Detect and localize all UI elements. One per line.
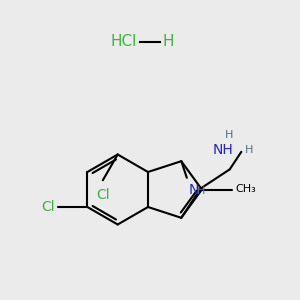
Text: N: N [189, 183, 199, 197]
Text: H: H [162, 34, 173, 50]
Text: H: H [197, 186, 205, 196]
Text: NH: NH [213, 143, 233, 157]
Text: H: H [245, 145, 254, 155]
Text: HCl: HCl [110, 34, 136, 50]
Text: Cl: Cl [96, 188, 110, 202]
Text: CH₃: CH₃ [236, 184, 256, 194]
Text: Cl: Cl [41, 200, 55, 214]
Text: H: H [225, 130, 233, 140]
